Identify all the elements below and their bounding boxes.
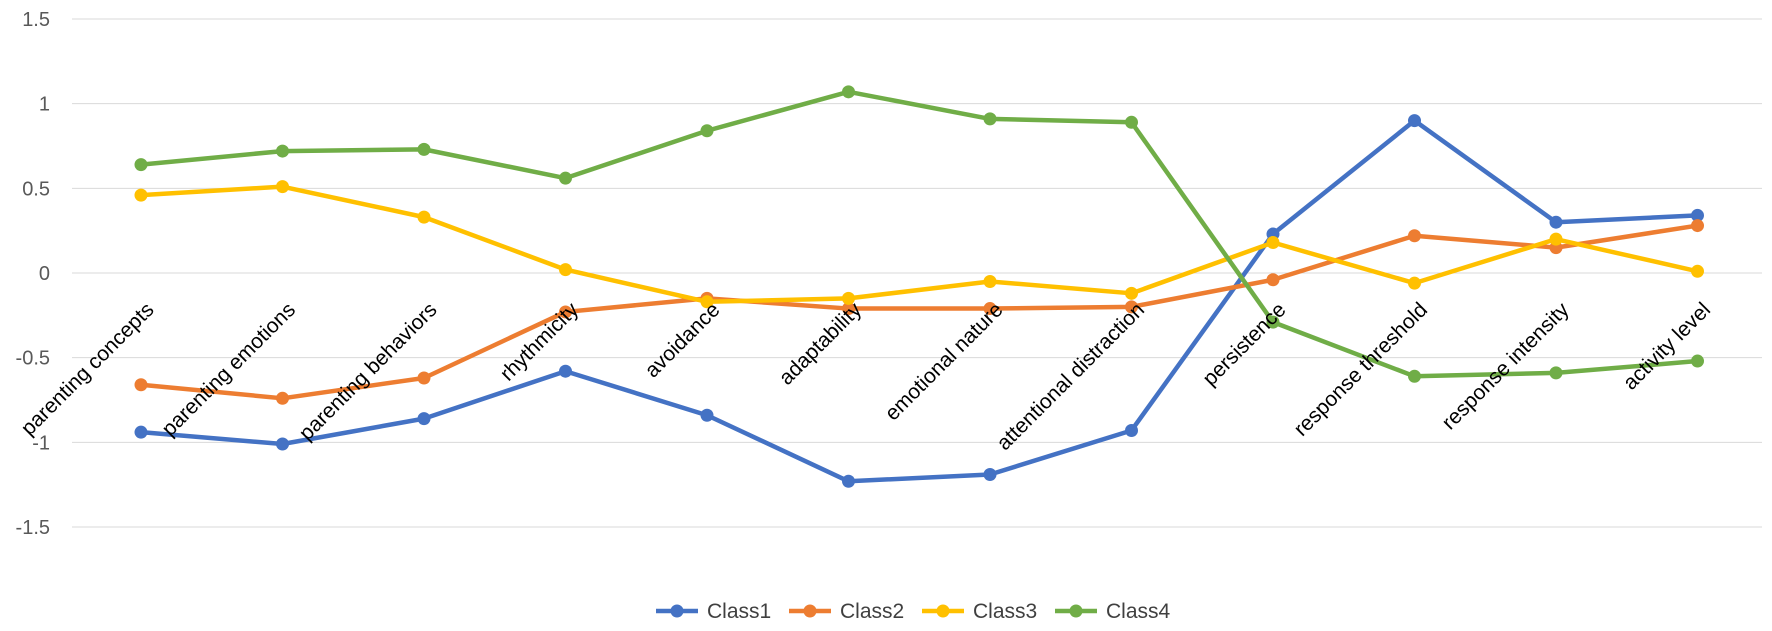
- x-tick-label: emotional nature: [881, 298, 1008, 425]
- data-point: [1408, 276, 1421, 290]
- data-point: [1125, 286, 1138, 300]
- x-tick-label: parenting emotions: [157, 298, 300, 441]
- legend-marker: [1069, 604, 1083, 618]
- data-point: [1691, 219, 1704, 233]
- legend-item-class2: Class2: [789, 600, 904, 623]
- data-point: [276, 391, 289, 405]
- data-point: [1266, 273, 1280, 287]
- data-point: [700, 408, 714, 422]
- legend-marker: [670, 604, 684, 618]
- series-line: [138, 184, 1700, 305]
- data-point: [1266, 315, 1280, 329]
- data-point: [417, 142, 431, 156]
- y-tick-label: 1: [39, 94, 50, 116]
- data-point: [1125, 423, 1138, 437]
- legend-marker: [803, 604, 817, 618]
- data-point: [559, 364, 572, 378]
- legend-label: Class2: [840, 600, 904, 623]
- data-point: [1691, 354, 1704, 368]
- data-point: [134, 378, 148, 392]
- data-point: [1408, 114, 1421, 128]
- data-point: [417, 210, 431, 224]
- y-tick-label: 0: [39, 263, 50, 285]
- data-point: [983, 112, 997, 126]
- series-class2: [134, 219, 1704, 405]
- y-tick-label: -1.5: [16, 517, 50, 539]
- data-point: [134, 425, 148, 439]
- data-point: [842, 302, 855, 316]
- legend: Class1 Class2 Class3 Class4: [656, 600, 1171, 623]
- data-point: [1408, 369, 1421, 383]
- data-point: [276, 180, 289, 194]
- y-tick-label: 1.5: [22, 9, 50, 31]
- y-tick-label: 0.5: [22, 178, 50, 200]
- data-point: [1691, 208, 1704, 222]
- data-point: [417, 412, 431, 426]
- y-tick-label: -1: [32, 432, 50, 454]
- data-point: [842, 291, 855, 305]
- series-line: [138, 118, 1700, 484]
- series-lines: [134, 85, 1704, 488]
- series-line: [138, 89, 1700, 379]
- data-point: [842, 474, 855, 488]
- gridlines: [72, 18, 1762, 528]
- data-point: [1266, 236, 1280, 250]
- data-point: [417, 371, 431, 385]
- legend-item-class4: Class4: [1055, 600, 1171, 623]
- series-class4: [134, 85, 1704, 383]
- data-point: [559, 263, 572, 277]
- series-class3: [134, 180, 1704, 309]
- data-point: [134, 158, 148, 172]
- data-point: [1125, 115, 1138, 129]
- data-point: [983, 274, 997, 288]
- legend-item-class1: Class1: [656, 600, 771, 623]
- data-point: [1408, 229, 1421, 243]
- y-axis-tick-labels: -1.5 -1 -0.5 0 0.5 1 1.5: [16, 9, 50, 539]
- data-point: [1125, 300, 1138, 314]
- series-class1: [134, 114, 1704, 488]
- legend-item-class3: Class3: [922, 600, 1037, 623]
- data-point: [1549, 215, 1563, 229]
- legend-marker: [936, 604, 950, 618]
- legend-label: Class3: [973, 600, 1037, 623]
- legend-label: Class4: [1106, 600, 1171, 623]
- data-point: [1549, 232, 1563, 246]
- data-point: [559, 171, 572, 185]
- data-point: [700, 124, 714, 138]
- data-point: [276, 144, 289, 158]
- data-point: [842, 85, 855, 99]
- x-tick-label: response threshold: [1289, 298, 1432, 441]
- data-point: [983, 468, 997, 482]
- data-point: [700, 295, 714, 309]
- y-tick-label: -0.5: [16, 348, 50, 370]
- x-tick-label: avoidance: [641, 298, 725, 382]
- x-tick-label: response intensity: [1438, 298, 1574, 434]
- data-point: [983, 302, 997, 316]
- data-point: [1549, 366, 1563, 380]
- data-point: [559, 305, 572, 319]
- data-point: [276, 437, 289, 451]
- data-point: [134, 188, 148, 202]
- legend-label: Class1: [707, 600, 771, 623]
- x-tick-label: persistence: [1198, 298, 1290, 390]
- data-point: [1691, 264, 1704, 278]
- x-tick-label: activity level: [1619, 298, 1715, 394]
- series-line: [138, 223, 1700, 401]
- x-tick-label: adaptability: [775, 298, 867, 390]
